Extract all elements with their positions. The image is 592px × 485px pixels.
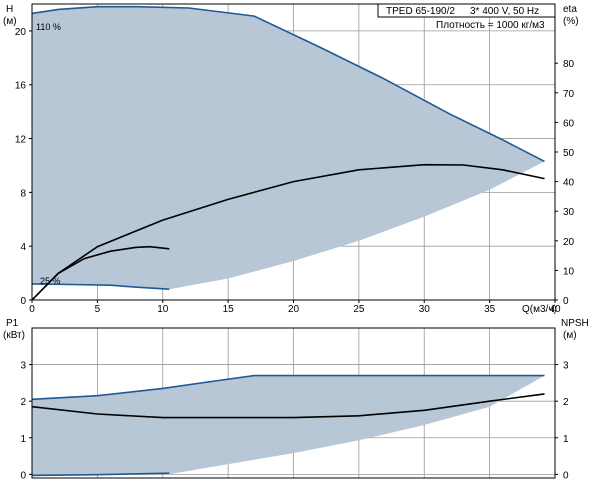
y-axis-unit-power: (кВт) bbox=[3, 330, 25, 341]
y-tick-label-power: 2 bbox=[20, 397, 26, 408]
top-panel-tick-labels: 0 5 10 15 20 25 30 35 40048121620010203040506070… bbox=[15, 27, 575, 315]
head-operating-envelope bbox=[32, 6, 545, 290]
efficiency-curve-max-speed bbox=[31, 163, 545, 301]
y-tick-label-head: 12 bbox=[15, 135, 27, 146]
y-tick-label-power: 0 bbox=[20, 470, 26, 480]
y-tick-label-npsh: 3 bbox=[563, 361, 569, 372]
head-curve-min-speed bbox=[31, 283, 170, 290]
y-tick-label-power: 3 bbox=[20, 361, 26, 372]
y-tick-label-npsh: 1 bbox=[563, 434, 569, 445]
bottom-panel-frame bbox=[31, 327, 556, 479]
y-tick-label-head: 4 bbox=[20, 242, 26, 253]
y-tick-label-head: 0 bbox=[20, 296, 26, 307]
efficiency-curve-min-speed bbox=[31, 245, 170, 301]
y-axis-unit-eta: (%) bbox=[563, 16, 579, 27]
y-tick-label-eta: 0 bbox=[563, 296, 569, 307]
y-tick-label-eta: 30 bbox=[563, 207, 575, 218]
x-tick-label: 40 bbox=[549, 304, 561, 315]
x-tick-label: 0 bbox=[29, 304, 35, 315]
y-axis-unit-head: (м) bbox=[3, 16, 17, 27]
x-tick-label: 35 bbox=[484, 304, 496, 315]
x-tick-label: 30 bbox=[419, 304, 431, 315]
y-tick-label-npsh: 0 bbox=[563, 470, 569, 480]
power-curve-min-speed bbox=[31, 472, 170, 477]
x-tick-label: 20 bbox=[288, 304, 300, 315]
y-tick-label-eta: 70 bbox=[563, 89, 575, 100]
y-tick-label-eta: 40 bbox=[563, 178, 575, 189]
power-operating-envelope bbox=[32, 375, 545, 475]
y-tick-label-power: 1 bbox=[20, 434, 26, 445]
y-tick-label-eta: 60 bbox=[563, 118, 575, 129]
x-tick-label: 5 bbox=[95, 304, 101, 315]
power-curve-max-speed bbox=[31, 374, 545, 401]
y-tick-label-npsh: 2 bbox=[563, 397, 569, 408]
y-tick-label-eta: 10 bbox=[563, 266, 575, 277]
y-axis-label-power: P1 bbox=[6, 318, 19, 329]
y-tick-label-head: 20 bbox=[15, 27, 27, 38]
y-tick-label-head: 8 bbox=[20, 188, 26, 199]
bottom-panel-tick-labels: 0 1 2 3 0 1 2 3 bbox=[20, 361, 569, 482]
x-tick-label: 15 bbox=[223, 304, 235, 315]
header-density: Плотность = 1000 кг/м3 bbox=[436, 20, 545, 31]
y-tick-label-eta: 50 bbox=[563, 148, 575, 159]
y-tick-label-eta: 80 bbox=[563, 59, 575, 70]
head-curve-max-speed bbox=[31, 5, 545, 163]
y-axis-label-head: H bbox=[6, 4, 13, 15]
npsh-curve bbox=[31, 393, 545, 419]
bottom-panel-curves bbox=[31, 374, 545, 477]
power-envelope-area bbox=[32, 375, 545, 475]
y-tick-label-head: 16 bbox=[15, 81, 27, 92]
x-tick-label: 10 bbox=[157, 304, 169, 315]
annotation-25-percent: 25 % bbox=[40, 276, 61, 286]
head-envelope-area bbox=[32, 6, 545, 290]
y-axis-label-npsh: NPSH bbox=[561, 318, 589, 329]
x-tick-label: 25 bbox=[353, 304, 365, 315]
y-axis-unit-npsh: (м) bbox=[563, 330, 577, 341]
top-panel-curves bbox=[31, 5, 545, 301]
header-box bbox=[377, 3, 556, 18]
header-model: TPED 65-190/2 bbox=[386, 6, 455, 17]
y-tick-label-eta: 20 bbox=[563, 237, 575, 248]
y-axis-label-eta: eta bbox=[563, 4, 577, 15]
header-supply: 3* 400 V, 50 Hz bbox=[470, 6, 539, 17]
x-axis-label: Q(м3/ч) bbox=[522, 304, 557, 315]
annotation-110-percent: 110 % bbox=[36, 22, 61, 32]
